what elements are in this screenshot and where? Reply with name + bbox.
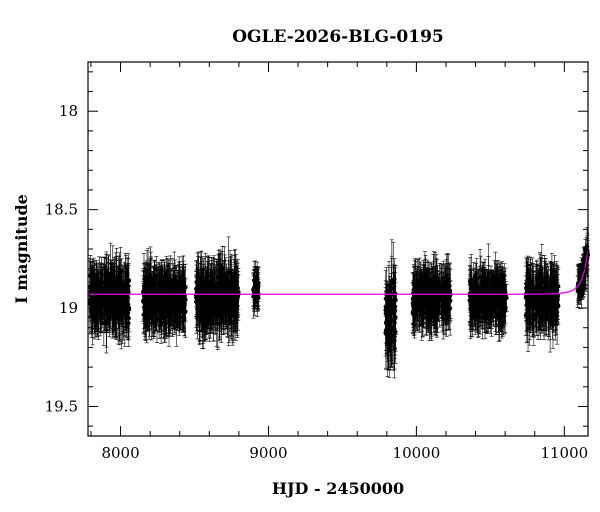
x-tick-label: 9000 — [249, 444, 287, 462]
data-point — [141, 268, 146, 333]
data-point — [432, 276, 437, 317]
data-point — [490, 274, 495, 319]
y-axis-label: I magnitude — [12, 194, 31, 304]
photometry-points — [87, 227, 591, 379]
chart-title: OGLE-2026-BLG-0195 — [232, 27, 444, 47]
data-point — [551, 276, 556, 333]
data-point — [530, 271, 535, 337]
data-point — [151, 267, 157, 327]
data-point — [99, 257, 104, 320]
data-point — [496, 270, 501, 325]
data-point — [427, 272, 432, 324]
data-point — [233, 265, 238, 330]
data-point — [392, 272, 398, 342]
data-point — [104, 281, 109, 348]
data-point — [483, 276, 488, 333]
data-point — [108, 272, 113, 311]
data-point — [115, 284, 121, 315]
model-curve — [88, 248, 589, 295]
data-point — [498, 274, 503, 328]
data-point — [448, 280, 453, 321]
data-point — [444, 286, 449, 337]
data-point — [171, 263, 176, 329]
data-point — [182, 281, 187, 331]
data-point — [525, 285, 530, 317]
data-point — [488, 290, 493, 319]
data-point — [393, 300, 398, 364]
data-point — [470, 280, 475, 330]
data-point — [414, 271, 419, 303]
data-point — [488, 271, 494, 329]
data-point — [198, 281, 203, 333]
data-point — [177, 261, 182, 326]
data-point — [228, 285, 233, 330]
data-point — [203, 277, 209, 330]
data-point — [537, 276, 542, 329]
data-point — [543, 280, 548, 332]
x-axis-label: HJD - 2450000 — [272, 479, 404, 498]
data-point — [473, 276, 478, 325]
data-point — [387, 305, 392, 351]
data-point — [194, 269, 199, 315]
data-point — [555, 278, 560, 324]
data-point — [122, 281, 127, 347]
data-point — [113, 302, 119, 333]
data-point — [423, 255, 428, 311]
axis-ticks: 8000 9000 10000 11000 18 18.5 19 19.5 — [45, 62, 588, 462]
data-point — [442, 280, 447, 323]
data-point — [411, 283, 416, 329]
data-point — [501, 267, 506, 317]
data-point — [97, 284, 103, 318]
data-point — [111, 288, 117, 331]
x-tick-label: 10000 — [393, 444, 441, 462]
data-point — [428, 287, 433, 321]
data-point — [217, 258, 222, 322]
data-point — [527, 269, 533, 329]
y-tick-label: 18 — [59, 102, 78, 120]
data-point — [124, 268, 129, 328]
y-tick-label: 19.5 — [45, 397, 78, 415]
y-tick-label: 19 — [59, 299, 78, 317]
data-point — [178, 266, 183, 330]
data-point — [162, 260, 167, 319]
x-tick-label: 11000 — [540, 444, 588, 462]
plot-frame — [87, 61, 589, 437]
data-point — [117, 270, 122, 337]
data-point — [207, 279, 212, 342]
data-point — [549, 253, 554, 314]
data-point — [430, 288, 435, 317]
data-point — [120, 280, 125, 344]
data-point — [93, 276, 98, 323]
data-point — [478, 287, 483, 318]
data-point — [254, 266, 259, 302]
data-point — [255, 285, 261, 307]
data-point — [148, 259, 153, 311]
y-tick-label: 18.5 — [45, 201, 78, 219]
data-point — [215, 297, 220, 350]
data-point — [251, 269, 257, 307]
data-point — [486, 285, 491, 332]
data-point — [126, 263, 132, 299]
data-point — [210, 291, 216, 326]
data-point — [125, 286, 131, 340]
data-point — [159, 275, 164, 309]
data-point — [386, 260, 392, 311]
data-point — [434, 259, 440, 315]
data-point — [224, 281, 229, 319]
data-point — [154, 275, 159, 309]
data-point — [194, 275, 199, 328]
x-tick-label: 8000 — [101, 444, 139, 462]
data-point — [389, 239, 394, 322]
